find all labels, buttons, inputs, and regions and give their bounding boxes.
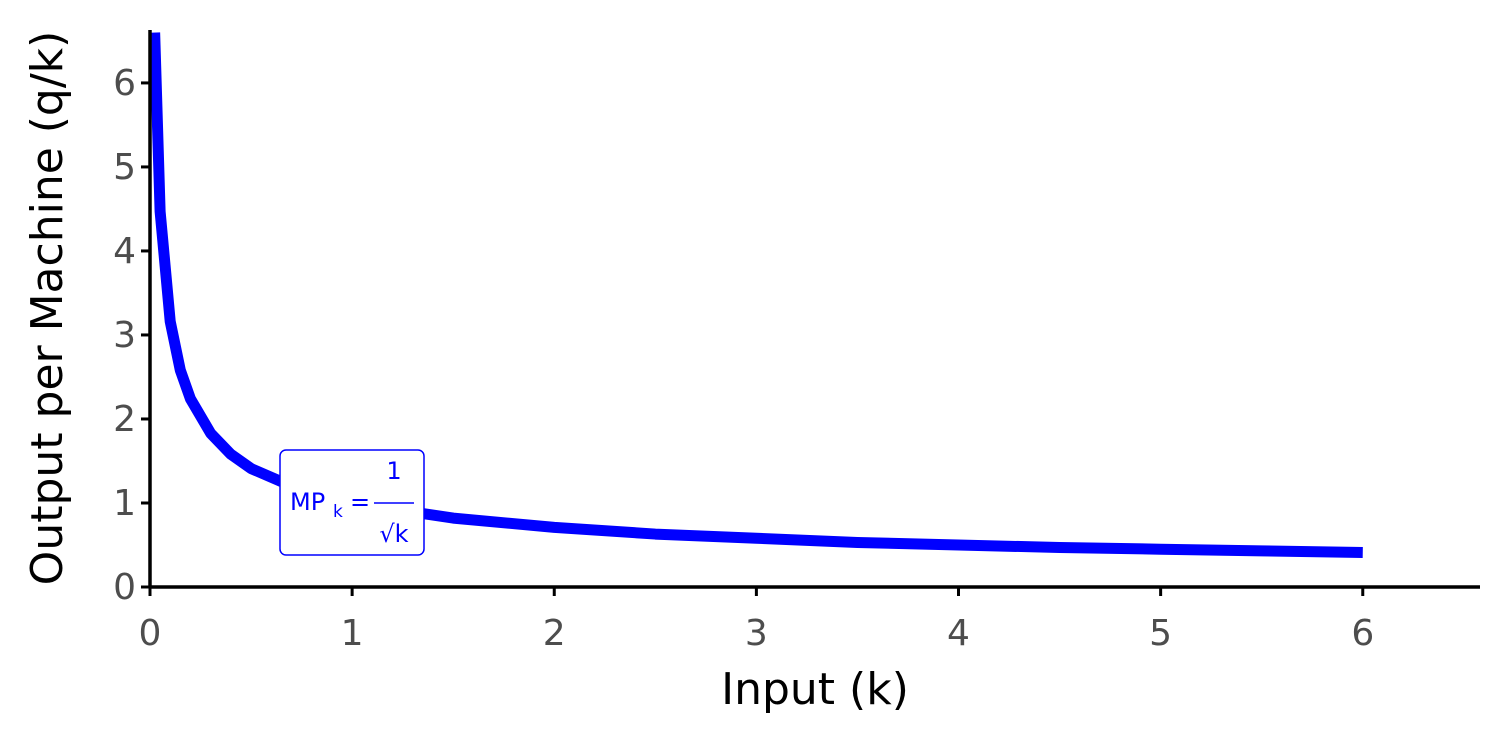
y-tick-label: 2 (113, 399, 136, 440)
y-tick-label: 3 (113, 315, 136, 356)
y-tick-label: 5 (113, 147, 136, 188)
x-tick-label: 4 (947, 613, 970, 654)
y-tick-label: 6 (113, 63, 136, 104)
y-tick-label: 1 (113, 483, 136, 524)
annotation-lhs: MP (290, 488, 325, 516)
y-axis-title: Output per Machine (q/k) (22, 31, 73, 586)
y-tick-label: 4 (113, 231, 136, 272)
x-tick-label: 6 (1351, 613, 1374, 654)
x-tick-label: 5 (1149, 613, 1172, 654)
x-axis-title: Input (k) (721, 664, 909, 715)
x-tick-label: 3 (745, 613, 768, 654)
annotation-lhs-sub: k (333, 502, 343, 522)
x-tick-label: 0 (139, 613, 162, 654)
x-tick-label: 1 (341, 613, 364, 654)
annotation-denominator: √k (379, 520, 408, 548)
x-tick-label: 2 (543, 613, 566, 654)
y-tick-label: 0 (113, 567, 136, 608)
annotation-numerator: 1 (386, 457, 401, 485)
annotation-eq: = (350, 488, 370, 516)
annotation-box (279, 449, 425, 556)
